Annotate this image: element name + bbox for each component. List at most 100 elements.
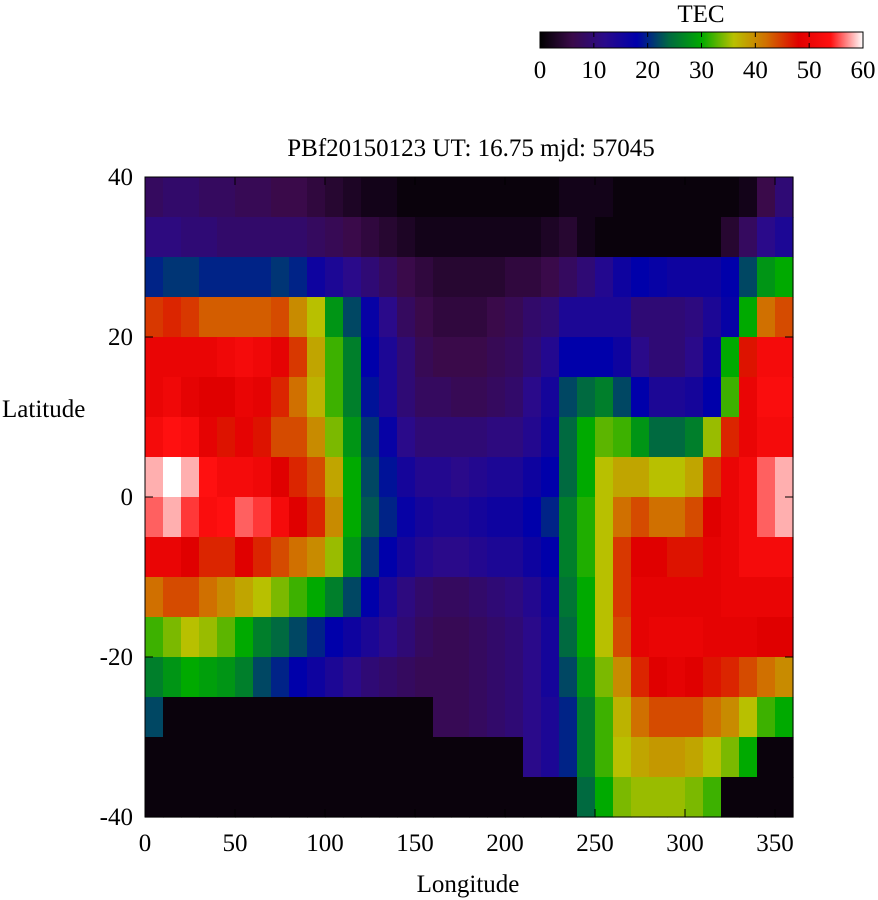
heatmap-cell — [253, 337, 272, 378]
heatmap-cell — [397, 777, 416, 818]
heatmap-cell — [721, 177, 740, 218]
heatmap-cell — [649, 177, 668, 218]
heatmap-cell — [487, 257, 506, 298]
heatmap-cell — [757, 577, 776, 618]
heatmap-cell — [325, 537, 344, 578]
heatmap-cell — [415, 177, 434, 218]
heatmap-cell — [217, 337, 236, 378]
heatmap-cell — [181, 457, 200, 498]
heatmap-cell — [739, 497, 758, 538]
heatmap-cell — [775, 337, 794, 378]
heatmap-cell — [541, 777, 560, 818]
heatmap-cell — [685, 617, 704, 658]
heatmap-cell — [379, 617, 398, 658]
heatmap-cell — [343, 537, 362, 578]
heatmap-cell — [361, 217, 380, 258]
colorbar-tick-label: 0 — [534, 57, 547, 84]
heatmap-cell — [307, 257, 326, 298]
heatmap-cell — [595, 417, 614, 458]
heatmap-cell — [559, 297, 578, 338]
heatmap-cell — [145, 177, 164, 218]
heatmap-cell — [379, 577, 398, 618]
heatmap-cell — [775, 177, 794, 218]
heatmap-cell — [487, 377, 506, 418]
heatmap-cell — [289, 257, 308, 298]
heatmap-cell — [397, 577, 416, 618]
heatmap-cell — [721, 297, 740, 338]
heatmap-cell — [451, 577, 470, 618]
heatmap-cell — [397, 417, 416, 458]
heatmap-cell — [361, 337, 380, 378]
heatmap-cell — [577, 217, 596, 258]
heatmap-cell — [577, 177, 596, 218]
heatmap-cell — [631, 497, 650, 538]
heatmap-cell — [757, 177, 776, 218]
heatmap-cell — [163, 577, 182, 618]
heatmap-cell — [199, 217, 218, 258]
heatmap-cell — [487, 177, 506, 218]
heatmap-cell — [235, 657, 254, 698]
heatmap-cell — [469, 457, 488, 498]
heatmap-cell — [163, 697, 182, 738]
heatmap-cell — [325, 617, 344, 658]
heatmap-cell — [379, 697, 398, 738]
heatmap-cell — [307, 737, 326, 778]
x-tick-label: 0 — [139, 830, 152, 857]
heatmap-cell — [703, 297, 722, 338]
heatmap-cell — [451, 617, 470, 658]
heatmap-cell — [307, 537, 326, 578]
heatmap-cell — [757, 697, 776, 738]
heatmap-cell — [595, 377, 614, 418]
heatmap-cell — [307, 577, 326, 618]
heatmap-cell — [703, 257, 722, 298]
heatmap-cell — [379, 377, 398, 418]
heatmap-cell — [361, 537, 380, 578]
heatmap-cell — [307, 177, 326, 218]
heatmap-cell — [469, 257, 488, 298]
heatmap-cell — [685, 737, 704, 778]
heatmap-cell — [721, 657, 740, 698]
heatmap-cell — [253, 417, 272, 458]
heatmap-cell — [703, 537, 722, 578]
heatmap-cell — [487, 737, 506, 778]
heatmap-cell — [469, 217, 488, 258]
heatmap-cell — [163, 417, 182, 458]
heatmap-cell — [325, 257, 344, 298]
heatmap-cell — [235, 377, 254, 418]
heatmap-cell — [307, 497, 326, 538]
heatmap-cell — [253, 297, 272, 338]
heatmap-cell — [523, 297, 542, 338]
heatmap-cell — [163, 217, 182, 258]
heatmap-cell — [505, 417, 524, 458]
heatmap-cell — [775, 297, 794, 338]
colorbar-label: TEC — [677, 1, 724, 28]
heatmap-cell — [289, 697, 308, 738]
heatmap-cell — [739, 257, 758, 298]
heatmap-cell — [343, 297, 362, 338]
heatmap-cell — [541, 537, 560, 578]
heatmap-cell — [739, 697, 758, 738]
heatmap-cell — [415, 497, 434, 538]
heatmap-cell — [757, 537, 776, 578]
x-tick-label: 300 — [666, 830, 704, 857]
heatmap-cell — [163, 777, 182, 818]
heatmap-cell — [667, 497, 686, 538]
heatmap-cell — [757, 217, 776, 258]
heatmap-cell — [577, 337, 596, 378]
heatmap-cell — [505, 697, 524, 738]
heatmap-cell — [487, 417, 506, 458]
heatmap-cell — [271, 457, 290, 498]
heatmap-cell — [595, 257, 614, 298]
heatmap-cell — [433, 577, 452, 618]
heatmap-cell — [325, 377, 344, 418]
heatmap-cell — [685, 177, 704, 218]
heatmap-cell — [649, 617, 668, 658]
heatmap-cell — [199, 417, 218, 458]
heatmap-cell — [757, 737, 776, 778]
heatmap-cell — [721, 577, 740, 618]
heatmap-cell — [757, 497, 776, 538]
heatmap-cell — [235, 257, 254, 298]
heatmap-cell — [235, 737, 254, 778]
heatmap-cell — [163, 257, 182, 298]
heatmap-cell — [523, 737, 542, 778]
